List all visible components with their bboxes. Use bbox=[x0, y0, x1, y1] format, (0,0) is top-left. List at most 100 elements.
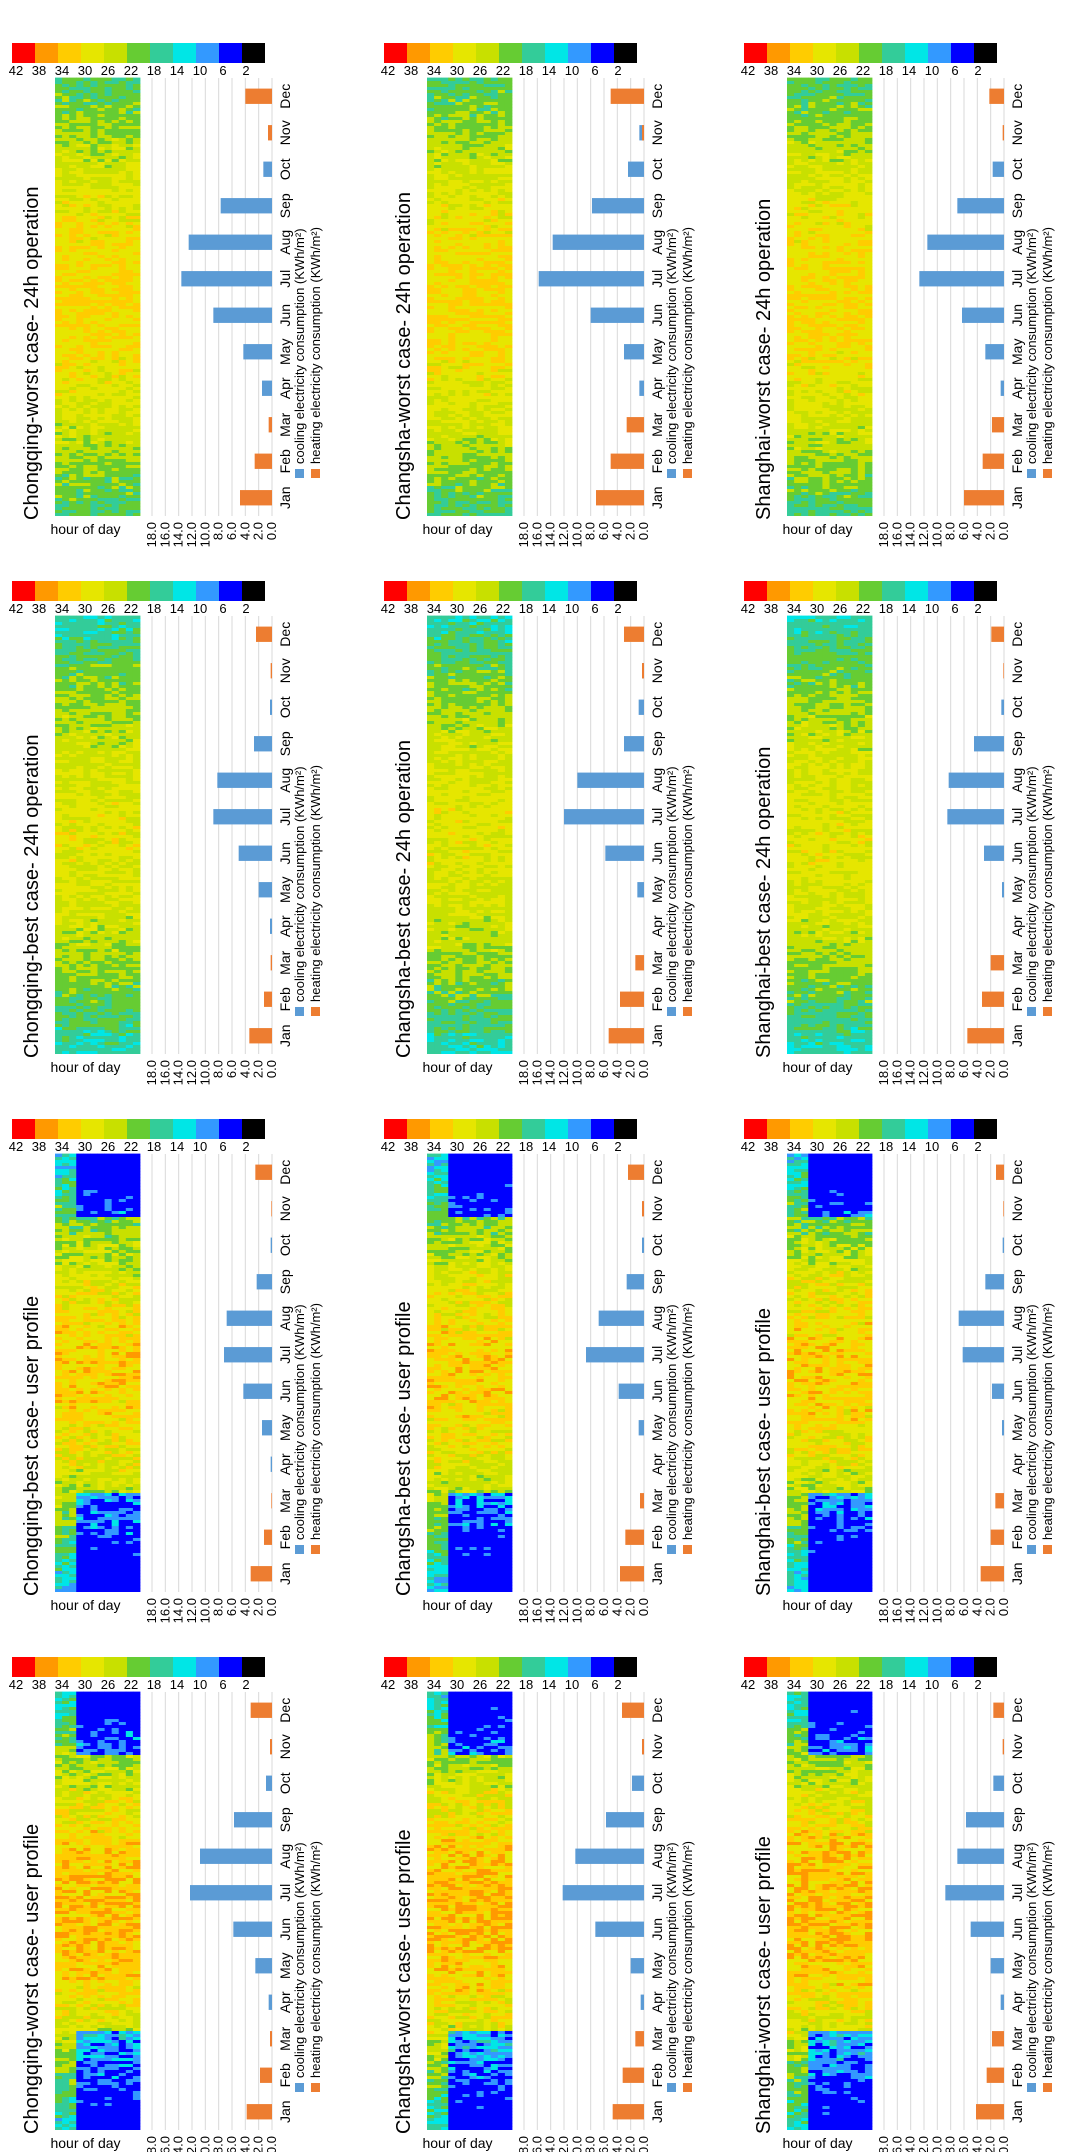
heatmap-cell bbox=[62, 810, 70, 814]
heatmap-cell bbox=[132, 2102, 141, 2106]
heatmap-cell bbox=[90, 1850, 98, 1854]
heatmap-cell bbox=[62, 2096, 70, 2100]
heatmap-cell bbox=[62, 1504, 70, 1508]
heatmap-cell bbox=[76, 960, 84, 964]
heatmap-cell bbox=[62, 1207, 70, 1211]
heatmap-cell bbox=[76, 1718, 84, 1722]
heatmap-cell bbox=[90, 1928, 98, 1932]
heatmap-cell bbox=[55, 975, 63, 979]
heatmap-cell bbox=[132, 1787, 141, 1791]
heatmap-cell bbox=[125, 1219, 134, 1223]
heatmap-cell bbox=[132, 834, 141, 838]
heatmap-cell bbox=[97, 1772, 105, 1776]
heatmap-cell bbox=[125, 1270, 134, 1274]
heatmap-cell bbox=[83, 1988, 91, 1992]
heatmap-cell bbox=[62, 801, 70, 805]
heatmap-cell bbox=[118, 930, 127, 934]
heatmap-cell bbox=[104, 1399, 113, 1403]
heatmap-cell bbox=[111, 1276, 120, 1280]
heatmap-cell bbox=[97, 1988, 105, 1992]
heatmap-cell bbox=[97, 858, 105, 862]
heatmap-cell bbox=[62, 1366, 70, 1370]
heatmap-cell bbox=[132, 1543, 141, 1547]
heatmap-cell bbox=[118, 1925, 127, 1929]
heatmap-cell bbox=[90, 2066, 98, 2070]
heatmap-cell bbox=[76, 1525, 84, 1529]
heatmap-cell bbox=[118, 1892, 127, 1896]
heatmap-cell bbox=[90, 1751, 98, 1755]
heatmap-cell bbox=[55, 798, 63, 802]
heatmap-cell bbox=[118, 1967, 127, 1971]
heatmap-cell bbox=[125, 972, 134, 976]
heatmap-cell bbox=[62, 1459, 70, 1463]
heatmap-cell bbox=[97, 786, 105, 790]
heatmap-cell bbox=[90, 819, 98, 823]
heatmap-cell bbox=[111, 1213, 120, 1217]
heatmap-cell bbox=[97, 1492, 105, 1496]
heatmap-cell bbox=[55, 1285, 63, 1289]
heatmap-cell bbox=[55, 792, 63, 796]
heatmap-cell bbox=[76, 750, 84, 754]
heatmap-cell bbox=[69, 1360, 77, 1364]
heatmap-cell bbox=[118, 741, 127, 745]
heatmap-cell bbox=[97, 1555, 105, 1559]
heatmap-cell bbox=[55, 984, 63, 988]
heatmap-cell bbox=[125, 1038, 134, 1042]
heatmap-cell bbox=[55, 2114, 63, 2118]
heatmap-cell bbox=[97, 1919, 105, 1923]
heatmap-cell bbox=[125, 1294, 134, 1298]
heatmap-cell bbox=[76, 1038, 84, 1042]
heatmap-cell bbox=[125, 990, 134, 994]
heatmap-cell bbox=[90, 1507, 98, 1511]
heatmap-cell bbox=[132, 1970, 141, 1974]
heatmap-cell bbox=[69, 1715, 77, 1719]
heatmap-cell bbox=[125, 1282, 134, 1286]
heatmap-cell bbox=[104, 1483, 113, 1487]
legend-swatch bbox=[295, 1545, 304, 1554]
heatmap-cell bbox=[69, 852, 77, 856]
heatmap-cell bbox=[62, 1988, 70, 1992]
heatmap-cell bbox=[76, 1745, 84, 1749]
heatmap-cell bbox=[125, 1691, 134, 1695]
heatmap-cell bbox=[104, 906, 113, 910]
heatmap-cell bbox=[132, 2078, 141, 2082]
heatmap-cell bbox=[83, 1336, 91, 1340]
heatmap-cell bbox=[62, 1709, 70, 1713]
heatmap-cell bbox=[62, 1925, 70, 1929]
heatmap-cell bbox=[55, 2087, 63, 2091]
heatmap-cell bbox=[111, 1047, 120, 1051]
heatmap-cell bbox=[111, 2048, 120, 2052]
heatmap-cell bbox=[104, 1306, 113, 1310]
heatmap-cell bbox=[76, 1543, 84, 1547]
heatmap-cell bbox=[132, 1739, 141, 1743]
heatmap-cell bbox=[69, 1817, 77, 1821]
heatmap-cell bbox=[55, 1014, 63, 1018]
heatmap-cell bbox=[62, 1579, 70, 1583]
heatmap-cell bbox=[118, 1005, 127, 1009]
heatmap-cell bbox=[83, 777, 91, 781]
heatmap-cell bbox=[118, 1501, 127, 1505]
heatmap-cell bbox=[69, 1417, 77, 1421]
heatmap-cell bbox=[62, 1483, 70, 1487]
heatmap-cell bbox=[104, 1477, 113, 1481]
heatmap-cell bbox=[83, 885, 91, 889]
heatmap-cell bbox=[132, 903, 141, 907]
heatmap-cell bbox=[111, 1814, 120, 1818]
heating-bar bbox=[264, 1529, 272, 1545]
heatmap-cell bbox=[97, 1204, 105, 1208]
heatmap-cell bbox=[76, 804, 84, 808]
heatmap-cell bbox=[62, 843, 70, 847]
heatmap-cell bbox=[118, 2057, 127, 2061]
heatmap-cell bbox=[125, 789, 134, 793]
heatmap-cell bbox=[104, 1495, 113, 1499]
heatmap-cell bbox=[55, 2012, 63, 2016]
heatmap-cell bbox=[55, 921, 63, 925]
heatmap-cell bbox=[76, 1192, 84, 1196]
heatmap-cell bbox=[97, 1198, 105, 1202]
heatmap-cell bbox=[69, 1032, 77, 1036]
heatmap-cell bbox=[55, 1907, 63, 1911]
heatmap-cell bbox=[83, 1321, 91, 1325]
heatmap-cell bbox=[83, 1312, 91, 1316]
heatmap-cell bbox=[97, 888, 105, 892]
heatmap-cell bbox=[118, 840, 127, 844]
